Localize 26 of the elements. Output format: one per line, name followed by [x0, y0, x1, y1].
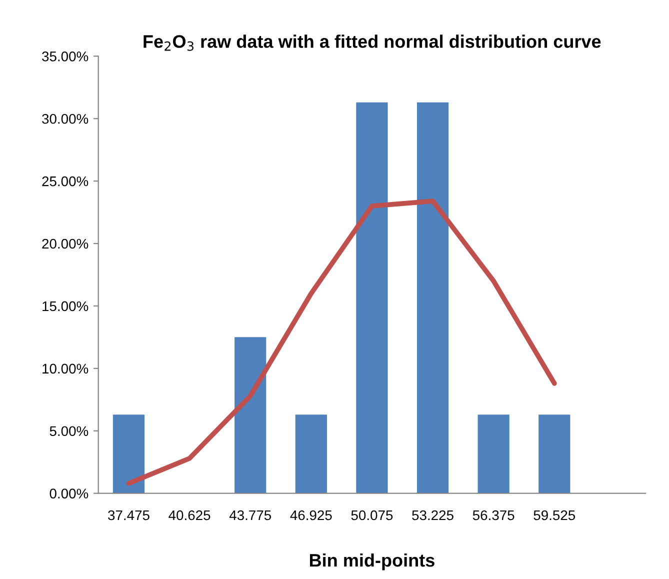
x-axis-title: Bin mid-points: [310, 553, 434, 570]
bar: [478, 414, 510, 494]
bar: [538, 414, 570, 494]
y-tick-label: 15.00%: [42, 301, 88, 312]
x-tick-label: 37.475: [108, 510, 150, 520]
chart-title: Fe$_{2}$O$_{3}$ raw data with a fitted normal distribution curve: [144, 34, 601, 51]
x-tick-label: 59.525: [534, 510, 576, 520]
bar: [295, 414, 327, 494]
y-tick-label: 20.00%: [42, 238, 88, 249]
x-tick-label: 43.775: [229, 510, 272, 520]
x-tick-label: 50.075: [351, 510, 393, 520]
bar: [112, 414, 145, 494]
bar: [234, 337, 266, 494]
bar: [416, 102, 449, 494]
x-tick-label: 56.375: [472, 510, 514, 520]
y-tick-label: 35.00%: [42, 51, 88, 62]
y-tick-label: 0.00%: [50, 488, 88, 498]
x-tick-label: 53.225: [412, 510, 454, 520]
line-series: [126, 198, 557, 486]
y-tick-label: 10.00%: [42, 364, 88, 374]
x-tick-label: 46.925: [290, 510, 332, 520]
y-tick-label: 30.00%: [42, 114, 88, 124]
y-tick-label: 5.00%: [50, 426, 88, 436]
y-tick-label: 25.00%: [42, 176, 88, 186]
x-tick-label: 40.625: [168, 510, 210, 520]
bar: [356, 102, 388, 494]
